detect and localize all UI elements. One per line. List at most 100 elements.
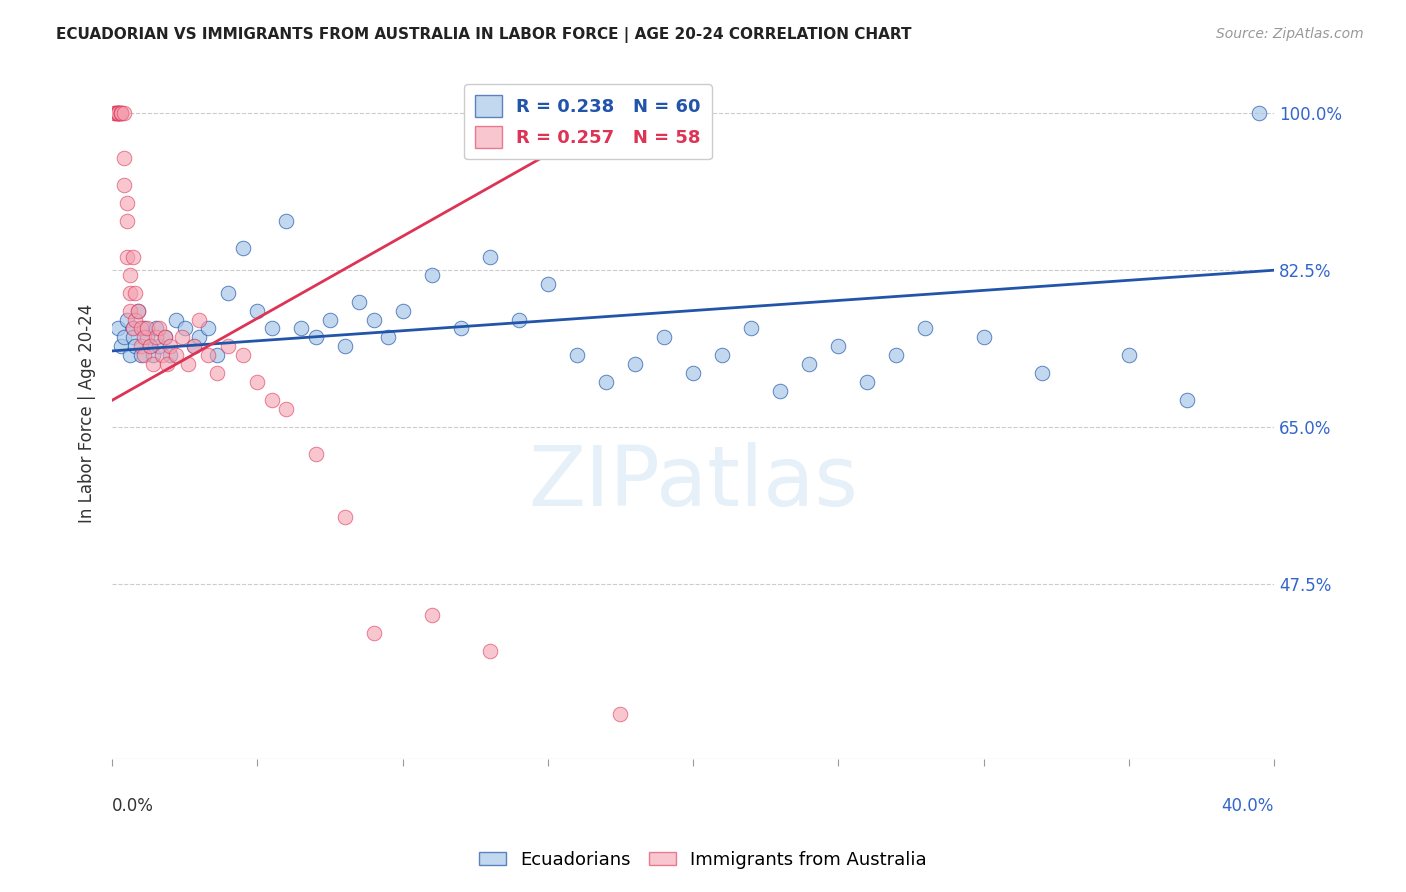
Point	[115, 250, 138, 264]
Point	[129, 321, 152, 335]
Point	[232, 348, 254, 362]
Point	[165, 348, 187, 362]
Point	[217, 339, 239, 353]
Point	[170, 330, 193, 344]
Point	[1118, 348, 1140, 362]
Point	[420, 268, 443, 282]
Point	[711, 348, 734, 362]
Point	[136, 321, 159, 335]
Point	[177, 357, 200, 371]
Point	[205, 348, 228, 362]
Point	[112, 330, 135, 344]
Point	[107, 106, 129, 120]
Point	[173, 321, 195, 335]
Point	[107, 321, 129, 335]
Y-axis label: In Labor Force | Age 20-24: In Labor Force | Age 20-24	[79, 304, 96, 524]
Point	[304, 447, 326, 461]
Point	[115, 196, 138, 211]
Point	[420, 608, 443, 623]
Point	[391, 303, 413, 318]
Point	[537, 277, 560, 291]
Point	[129, 339, 152, 353]
Legend: R = 0.238   N = 60, R = 0.257   N = 58: R = 0.238 N = 60, R = 0.257 N = 58	[464, 85, 711, 159]
Point	[159, 339, 181, 353]
Point	[246, 303, 269, 318]
Point	[377, 330, 399, 344]
Point	[139, 339, 162, 353]
Point	[145, 330, 167, 344]
Point	[107, 106, 129, 120]
Point	[121, 321, 143, 335]
Point	[153, 330, 176, 344]
Point	[682, 367, 704, 381]
Point	[1031, 367, 1053, 381]
Point	[148, 321, 170, 335]
Point	[363, 626, 385, 640]
Point	[856, 376, 879, 390]
Point	[150, 348, 173, 362]
Point	[127, 303, 149, 318]
Point	[363, 312, 385, 326]
Point	[124, 285, 146, 300]
Point	[139, 339, 162, 353]
Point	[652, 330, 675, 344]
Text: ZIPatlas: ZIPatlas	[529, 442, 858, 524]
Point	[304, 330, 326, 344]
Point	[107, 106, 129, 120]
Point	[110, 106, 132, 120]
Point	[595, 376, 617, 390]
Point	[319, 312, 342, 326]
Point	[478, 250, 501, 264]
Point	[134, 321, 156, 335]
Point	[153, 330, 176, 344]
Point	[121, 330, 143, 344]
Point	[156, 357, 179, 371]
Point	[142, 357, 165, 371]
Point	[134, 348, 156, 362]
Point	[333, 509, 356, 524]
Point	[110, 106, 132, 120]
Point	[183, 339, 205, 353]
Point	[188, 312, 211, 326]
Point	[107, 106, 129, 120]
Point	[110, 106, 132, 120]
Point	[260, 393, 283, 408]
Point	[1249, 106, 1271, 120]
Point	[115, 312, 138, 326]
Point	[136, 330, 159, 344]
Point	[142, 348, 165, 362]
Legend: Ecuadorians, Immigrants from Australia: Ecuadorians, Immigrants from Australia	[471, 844, 935, 876]
Point	[124, 339, 146, 353]
Point	[799, 357, 821, 371]
Point	[205, 367, 228, 381]
Point	[565, 348, 588, 362]
Point	[104, 106, 127, 120]
Text: 40.0%: 40.0%	[1222, 797, 1274, 814]
Point	[769, 384, 792, 399]
Point	[1175, 393, 1198, 408]
Point	[260, 321, 283, 335]
Point	[129, 348, 152, 362]
Point	[110, 339, 132, 353]
Point	[508, 312, 530, 326]
Point	[121, 250, 143, 264]
Point	[165, 312, 187, 326]
Point	[112, 178, 135, 192]
Point	[232, 241, 254, 255]
Point	[450, 321, 472, 335]
Point	[118, 268, 141, 282]
Point	[276, 402, 298, 417]
Point	[478, 644, 501, 658]
Point	[973, 330, 995, 344]
Point	[107, 106, 129, 120]
Point	[118, 348, 141, 362]
Point	[118, 285, 141, 300]
Point	[197, 348, 219, 362]
Point	[110, 106, 132, 120]
Point	[827, 339, 849, 353]
Point	[112, 151, 135, 165]
Point	[134, 330, 156, 344]
Point	[624, 357, 647, 371]
Text: Source: ZipAtlas.com: Source: ZipAtlas.com	[1216, 27, 1364, 41]
Point	[127, 303, 149, 318]
